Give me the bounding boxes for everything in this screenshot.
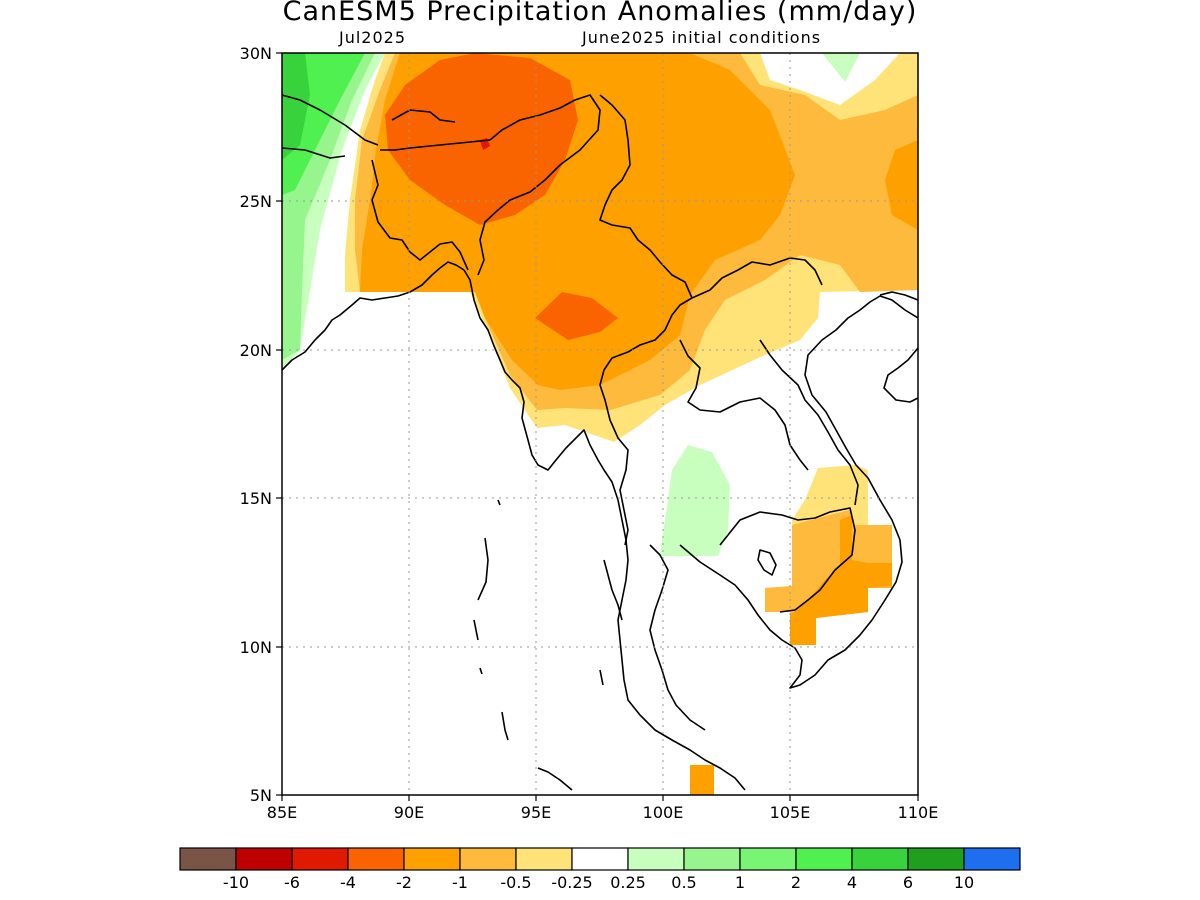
legend-label: 4 bbox=[847, 873, 857, 892]
wet-anomaly-west-4 bbox=[282, 53, 310, 160]
dry-anomaly-indochina-orange bbox=[790, 515, 892, 645]
legend-swatch bbox=[627, 847, 685, 871]
legend-swatch bbox=[235, 847, 293, 871]
legend-swatch bbox=[795, 847, 853, 871]
strong-dry-anomaly-central bbox=[535, 292, 618, 340]
lon-tick-label: 85E bbox=[267, 803, 297, 822]
border-india-china bbox=[282, 147, 346, 159]
dry-anomaly-south-small bbox=[690, 765, 714, 795]
legend-label: 10 bbox=[954, 873, 974, 892]
border-nepal-india bbox=[282, 94, 379, 146]
graticule bbox=[282, 53, 918, 795]
legend-label: -0.25 bbox=[551, 873, 592, 892]
legend-color-bar bbox=[179, 847, 1021, 871]
legend-label: -2 bbox=[396, 873, 412, 892]
border-myanmar-china bbox=[599, 94, 693, 299]
wet-anomaly-thailand bbox=[660, 445, 730, 556]
lake-tonle-sap bbox=[757, 549, 777, 576]
coastline-thailand-gulf bbox=[649, 544, 706, 731]
legend-label: -4 bbox=[340, 873, 356, 892]
border-laos-vietnam bbox=[759, 339, 859, 506]
initial-conditions: June2025 initial conditions bbox=[582, 28, 822, 47]
legend-label: -1 bbox=[452, 873, 468, 892]
legend-swatch bbox=[515, 847, 573, 871]
legend-swatch bbox=[739, 847, 797, 871]
legend-swatch bbox=[179, 847, 237, 871]
legend-swatch bbox=[963, 847, 1021, 871]
legend-swatch bbox=[683, 847, 741, 871]
andaman-islands-south bbox=[479, 667, 509, 741]
legend-swatch bbox=[403, 847, 461, 871]
wet-anomaly-ne-small bbox=[822, 53, 860, 82]
coastline-india-bangladesh bbox=[282, 261, 465, 371]
legend-label: -0.5 bbox=[500, 873, 531, 892]
legend-swatch bbox=[851, 847, 909, 871]
lat-tick-label: 25N bbox=[240, 192, 272, 211]
forecast-month: Jul2025 bbox=[339, 28, 407, 47]
legend-label: 2 bbox=[791, 873, 801, 892]
border-myanmar-india bbox=[477, 94, 601, 276]
border-bhutan bbox=[391, 109, 456, 123]
legend-label: 0.25 bbox=[610, 873, 646, 892]
andaman-islands-north bbox=[473, 499, 501, 641]
lon-tick-label: 95E bbox=[521, 803, 551, 822]
lon-tick-label: 100E bbox=[643, 803, 684, 822]
legend-labels: -10 -6 -4 -2 -1 -0.5 -0.25 0.25 0.5 1 2 4 6 10 bbox=[223, 873, 974, 892]
border-cambodia bbox=[719, 507, 856, 613]
map-frame bbox=[281, 52, 919, 796]
border-laos bbox=[691, 257, 823, 299]
tick-marks bbox=[276, 52, 919, 801]
lon-tick-label: 105E bbox=[770, 803, 811, 822]
strong-dry-anomaly-north bbox=[385, 53, 578, 225]
coastlines-and-borders bbox=[282, 94, 918, 791]
lat-tick-label: 20N bbox=[240, 341, 272, 360]
lat-tick-label: 10N bbox=[240, 638, 272, 657]
dry-anomaly-orange-ne bbox=[885, 140, 918, 230]
coastline-myanmar bbox=[463, 269, 746, 791]
border-bangladesh-north bbox=[380, 139, 491, 151]
coastline-gulf-tonkin bbox=[883, 347, 918, 403]
legend-label: -6 bbox=[284, 873, 300, 892]
legend-swatch bbox=[571, 847, 629, 871]
lat-tick-label: 30N bbox=[240, 44, 272, 63]
coastline-indochina bbox=[679, 295, 918, 689]
lon-tick-label: 90E bbox=[394, 803, 424, 822]
legend-label: 1 bbox=[735, 873, 745, 892]
border-myanmar-thailand bbox=[599, 297, 693, 546]
legend-swatch bbox=[907, 847, 965, 871]
border-laos-thailand bbox=[679, 339, 809, 471]
myanmar-islands bbox=[599, 559, 623, 686]
lon-tick-label: 110E bbox=[898, 803, 939, 822]
border-india-bangladesh bbox=[371, 159, 469, 271]
legend-swatch bbox=[347, 847, 405, 871]
lat-tick-label: 5N bbox=[250, 786, 272, 805]
longitude-labels: 85E 90E 95E 100E 105E 110E bbox=[267, 803, 939, 822]
sumatra-tip bbox=[537, 767, 573, 791]
legend-swatch bbox=[291, 847, 349, 871]
legend-swatch bbox=[459, 847, 517, 871]
legend-label: 0.5 bbox=[671, 873, 696, 892]
hainan-coast-north bbox=[879, 291, 918, 301]
map-title: CanESM5 Precipitation Anomalies (mm/day) bbox=[282, 0, 918, 27]
near-normal-ne bbox=[760, 53, 900, 105]
lat-tick-label: 15N bbox=[240, 489, 272, 508]
anomaly-field bbox=[282, 53, 918, 795]
legend-label: 6 bbox=[903, 873, 913, 892]
latitude-labels: 30N 25N 20N 15N 10N 5N bbox=[240, 44, 272, 805]
legend-label: -10 bbox=[223, 873, 249, 892]
